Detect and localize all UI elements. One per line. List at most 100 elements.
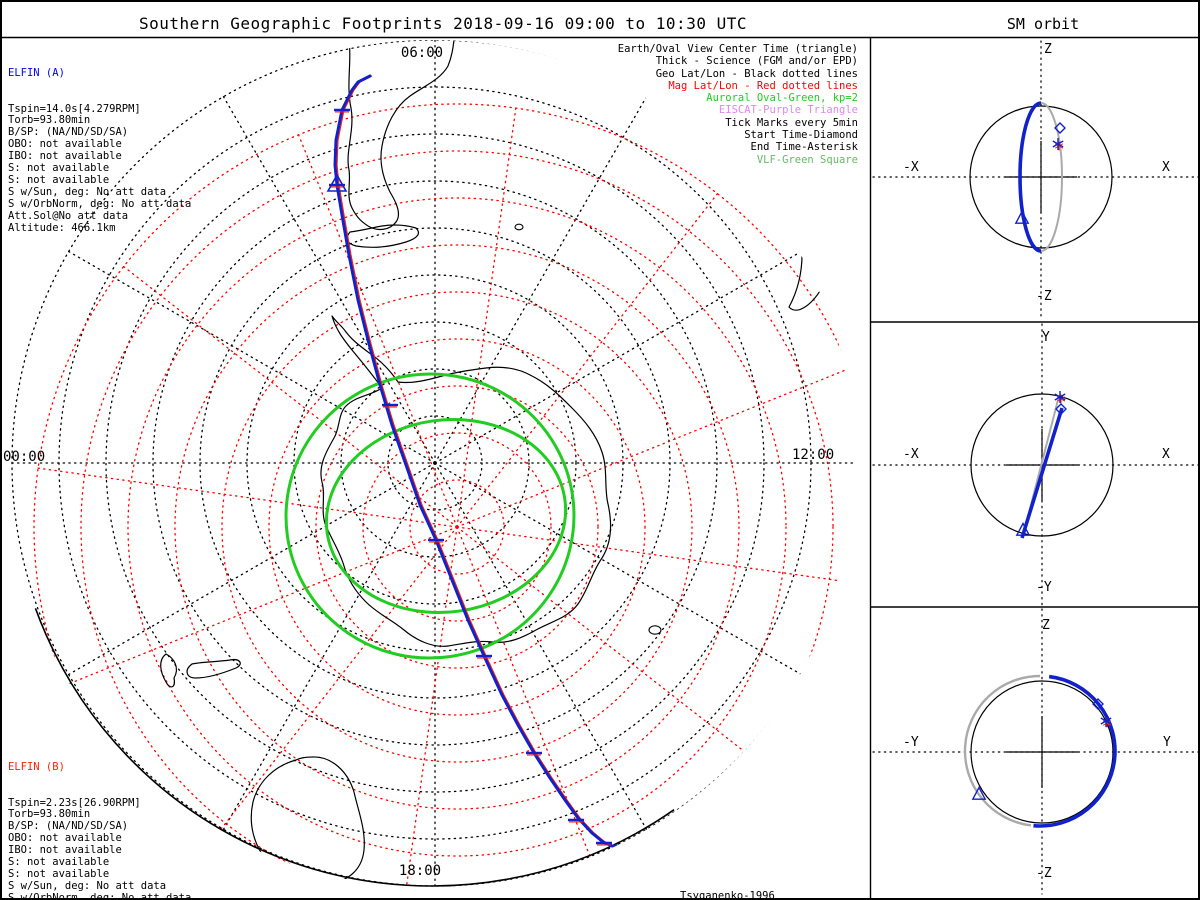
legend-item: Start Time-Diamond (744, 129, 858, 142)
mag-grid-ring (315, 385, 599, 669)
panel2-earth-circle (970, 393, 1114, 537)
panel3-orbit-near-side (1033, 674, 1117, 828)
mag-grid-radial (456, 107, 517, 528)
mag-grid-ring (221, 291, 693, 763)
mag-grid-radial (297, 134, 458, 528)
geo-grid-radial (434, 462, 648, 830)
panel2-axis-top: Y (1042, 330, 1050, 345)
panel2-end-asterisk-b (1056, 396, 1066, 402)
coastline (347, 40, 369, 227)
legend-item: End Time-Asterisk (750, 141, 858, 154)
auroral-oval-outer (284, 372, 576, 660)
geo-grid-radial (68, 462, 436, 676)
panel3-end-asterisk-marker (1100, 717, 1112, 725)
panel1-axis-bottom: -Z (1036, 289, 1052, 304)
coastline (320, 315, 612, 647)
panel2-start-diamond-marker (1055, 403, 1067, 415)
map-time-label-bottom: 18:00 (398, 863, 442, 879)
mag-grid-ring (33, 103, 856, 888)
mag-grid-ring (127, 197, 787, 857)
panel2-axis-left: -X (903, 447, 919, 462)
sat-b-info-line: B/SP: (NA/ND/SD/SA) (8, 820, 129, 833)
map-legend: Earth/Oval View Center Time (triangle) Th… (618, 43, 858, 166)
mag-grid-pole-dot (455, 525, 459, 529)
panel3-center-time-triangle (971, 786, 987, 800)
panel1-orbit-near-side (1018, 101, 1042, 253)
coastline (346, 224, 419, 248)
panel3-axis-left: -Y (903, 735, 919, 750)
panel2-end-asterisk-marker (1054, 393, 1066, 401)
sat-a-info-line: S w/Sun, deg: No att data (8, 185, 167, 198)
polar-map (11, 40, 856, 888)
sat-b-info-line: OBO: not available (8, 832, 122, 845)
coastline (250, 756, 365, 885)
sat-b-info-line: S w/OrbNorm, deg: No att data (8, 891, 192, 900)
geo-grid-ring (152, 180, 718, 746)
sat-a-info-line: S: not available (8, 173, 110, 186)
legend-item: VLF-Green Square (756, 153, 858, 166)
panel3-axis-bottom: -Z (1036, 866, 1052, 881)
mag-grid-radial (64, 526, 458, 687)
auroral-oval-inner (324, 417, 568, 615)
legend-item: EISCAT-Purple Triangle (718, 104, 858, 117)
sat-a-info-line: B/SP: (NA/ND/SD/SA) (8, 126, 129, 139)
panel1-end-asterisk-b (1054, 143, 1064, 149)
legend-item: Thick - Science (FGM and/or EPD) (655, 55, 858, 68)
mag-grid-ring (174, 244, 740, 810)
elfin-a-info-block: ELFIN (A) Tspin=14.0s[4.279RPM] Torb=93.8… (8, 44, 191, 235)
mag-grid-radial (397, 526, 458, 888)
map-time-label-top: 06:00 (400, 45, 444, 61)
panel1-end-asterisk-marker (1052, 140, 1064, 148)
legend-item: Geo Lat/Lon - Black dotted lines (655, 67, 858, 80)
mag-grid-ring (409, 479, 505, 575)
footprint-track-elfin-a (333, 74, 620, 848)
mag-grid-radial (195, 526, 458, 861)
panel3-orbit-far-side (963, 674, 1041, 827)
panel3-earth-circle (970, 680, 1114, 824)
sat-b-info-line: S w/Sun, deg: No att data (8, 879, 167, 892)
legend-item: Earth/Oval View Center Time (triangle) (617, 43, 858, 55)
elfin-b-title: ELFIN (B) (8, 760, 65, 773)
field-model-label: Tsyganenko-1996 (680, 890, 775, 900)
sat-b-info-line: S: not available (8, 856, 110, 869)
island-coastline (514, 223, 524, 231)
legend-item: Mag Lat/Lon - Red dotted lines (668, 79, 858, 92)
geo-grid-ring (293, 321, 577, 605)
panel3-axis-right: Y (1163, 735, 1171, 750)
sat-a-info-line: OBO: not available (8, 138, 122, 151)
mag-grid-ring (268, 338, 646, 716)
panel3-axis-top: Z (1042, 618, 1050, 633)
geo-grid-radial (434, 462, 802, 676)
panel1-axis-top: Z (1044, 42, 1052, 57)
mag-grid-radial (456, 526, 791, 789)
coastline (367, 40, 455, 231)
legend-item: Auroral Oval-Green, kp=2 (706, 92, 858, 105)
geo-grid-radial (222, 96, 436, 464)
mag-grid-radial (123, 265, 458, 528)
map-time-label-left: 00:00 (3, 449, 46, 465)
geo-grid-radial (434, 250, 802, 464)
sat-a-info-line: Altitude: 466.1km (8, 221, 116, 234)
panel2-orbit-near-side (1020, 407, 1064, 539)
panel2-axis-right: X (1162, 447, 1170, 462)
credit-block: Tsyganenko-1996 Created: Sun Jan 29 08:3… (680, 861, 889, 900)
island-coastline (648, 625, 662, 635)
sat-a-info-line: S w/OrbNorm, deg: No att data (8, 197, 192, 210)
legend-item: Tick Marks every 5min (725, 116, 858, 129)
map-rim-coast-arc (34, 608, 675, 887)
mag-grid-radial (456, 526, 617, 888)
geo-grid-radial (222, 462, 436, 830)
sat-b-info-line: Torb=93.80min (8, 808, 91, 821)
coastline (186, 659, 241, 679)
panel3-end-asterisk-b (1102, 720, 1112, 726)
panel1-axis-right: X (1162, 160, 1170, 175)
panel2-axis-bottom: -Y (1036, 580, 1052, 595)
sat-a-info-line: S: not available (8, 162, 110, 175)
elfin-a-title: ELFIN (A) (8, 66, 65, 79)
panel1-orbit-far-side (1040, 102, 1063, 252)
sat-b-info-line: Tspin=2.23s[26.90RPM] (8, 796, 141, 809)
sat-a-info-line: Torb=93.80min (8, 114, 91, 127)
panel2-center-time-triangle (1015, 522, 1031, 536)
